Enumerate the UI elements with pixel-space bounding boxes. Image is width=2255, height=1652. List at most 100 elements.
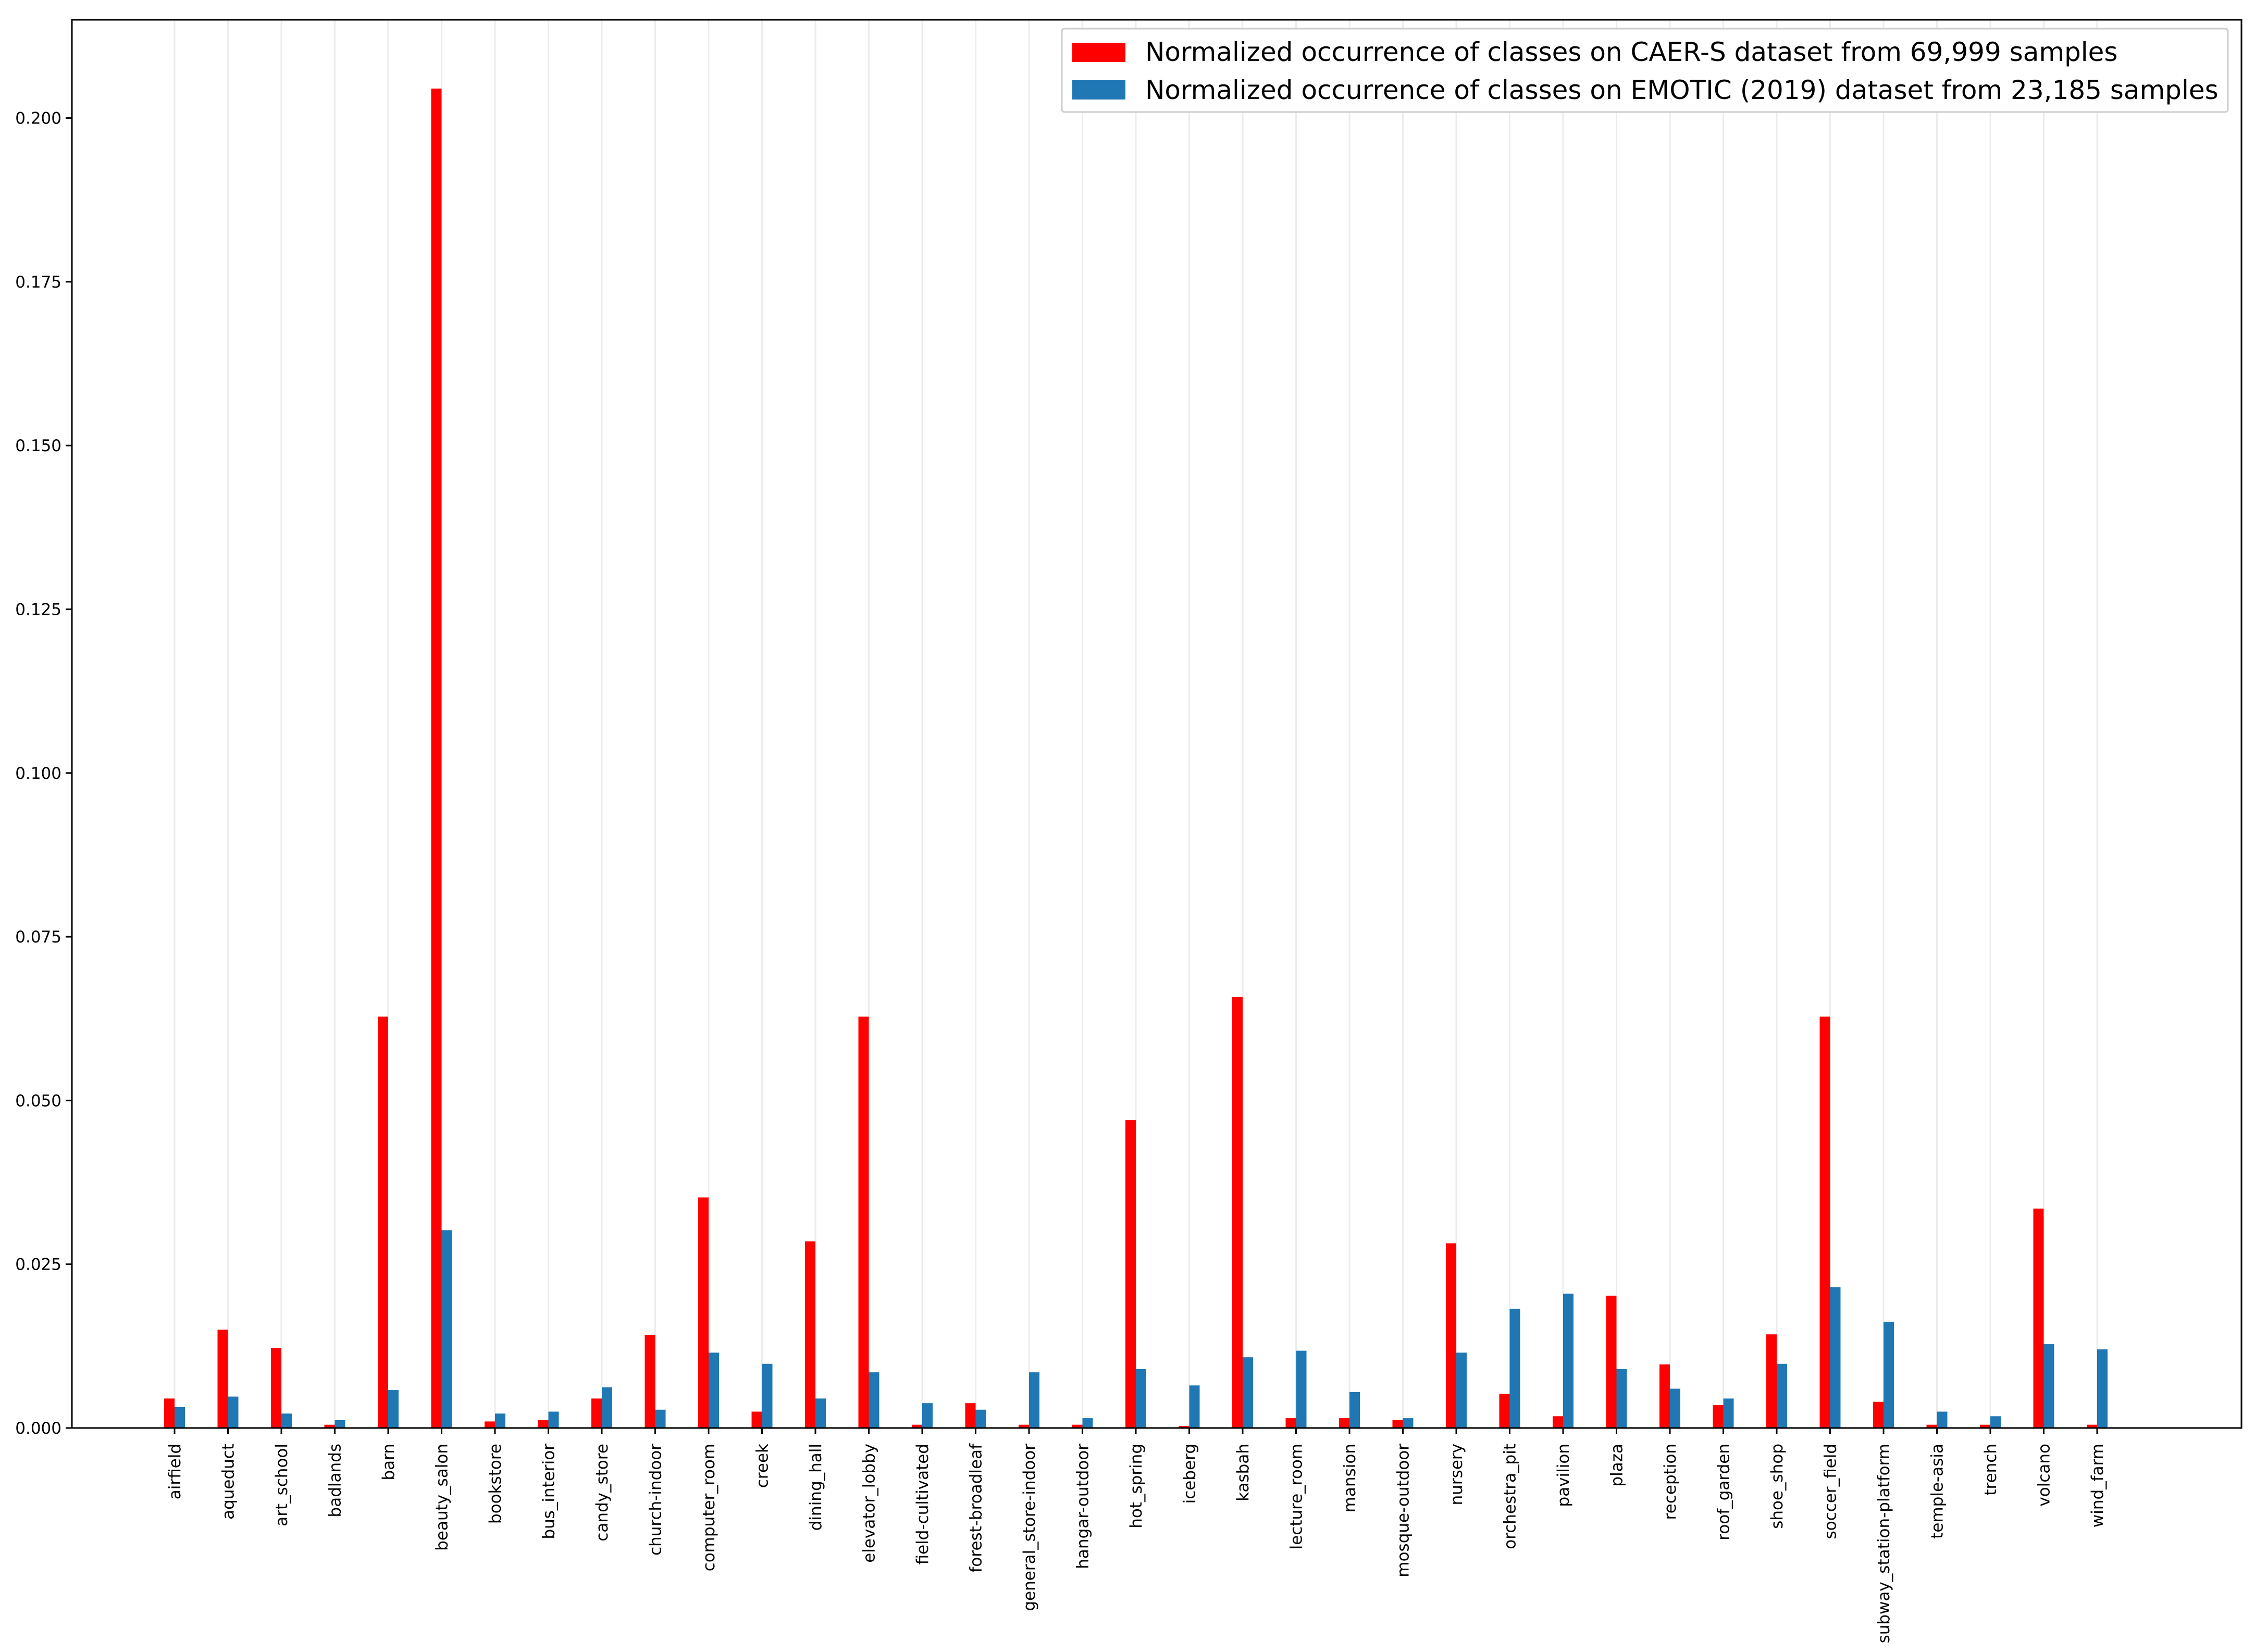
- y-tick-label: 0.125: [15, 600, 61, 619]
- x-tick-label: creek: [753, 1444, 772, 1488]
- x-tick-label: mansion: [1341, 1444, 1359, 1512]
- bar-emotic: [762, 1363, 773, 1428]
- bar-emotic: [175, 1407, 185, 1428]
- bar-caer-s: [1392, 1420, 1403, 1428]
- bar-emotic: [1723, 1398, 1734, 1428]
- bar-emotic: [1670, 1388, 1680, 1428]
- bar-caer-s: [2087, 1424, 2097, 1428]
- bar-caer-s: [1766, 1334, 1777, 1428]
- legend-swatch-emotic: [1072, 80, 1125, 100]
- x-tick-label: plaza: [1608, 1444, 1627, 1487]
- x-tick-label: elevator_lobby: [860, 1444, 879, 1563]
- y-axis-ticks: 0.000 0.025 0.050 0.075 0.100 0.125 0.150 0.175…: [15, 109, 72, 1438]
- legend-frame: [1061, 28, 2229, 113]
- bar-emotic: [815, 1398, 826, 1428]
- bar-caer-s: [645, 1335, 655, 1428]
- bar-emotic: [1777, 1363, 1787, 1428]
- x-tick-label: dining_hall: [807, 1444, 825, 1531]
- x-tick-label: wind_farm: [2088, 1444, 2107, 1527]
- bar-caer-s: [1926, 1424, 1937, 1428]
- x-tick-label: bus_interior: [540, 1444, 559, 1539]
- bar-emotic: [1990, 1416, 2001, 1428]
- x-tick-label: forest-broadleaf: [967, 1443, 986, 1573]
- x-tick-label: volcano: [2035, 1444, 2054, 1507]
- x-tick-label: aqueduct: [219, 1444, 238, 1520]
- bar-emotic: [1189, 1385, 1200, 1428]
- bar-emotic: [1082, 1418, 1093, 1428]
- x-tick-label: beauty_salon: [433, 1444, 452, 1551]
- x-tick-label: barn: [379, 1444, 398, 1481]
- x-tick-label: field-cultivated: [913, 1444, 932, 1564]
- bar-emotic: [1136, 1369, 1146, 1428]
- legend-label-caer-s: Normalized occurrence of classes on CAER…: [1145, 37, 2117, 67]
- bar-caer-s: [378, 1016, 388, 1428]
- y-tick-label: 0.050: [15, 1091, 61, 1110]
- y-tick-label: 0.200: [15, 109, 61, 128]
- bar-caer-s: [324, 1424, 335, 1428]
- x-tick-label: general_store-indoor: [1020, 1444, 1039, 1611]
- bar-caer-s: [591, 1398, 602, 1428]
- x-tick-label: trench: [1981, 1444, 2000, 1496]
- bar-emotic: [228, 1396, 239, 1428]
- bar-emotic: [655, 1409, 666, 1428]
- bar-caer-s: [217, 1330, 228, 1428]
- bar-caer-s: [805, 1241, 815, 1428]
- plot-frame: [71, 19, 2242, 1429]
- bar-caer-s: [485, 1421, 495, 1428]
- y-tick-label: 0.025: [15, 1256, 61, 1274]
- bar-emotic: [709, 1352, 719, 1428]
- bar-emotic: [1884, 1322, 1894, 1428]
- bar-caer-s: [1019, 1424, 1029, 1428]
- x-tick-label: shoe_shop: [1768, 1444, 1787, 1529]
- bar-caer-s: [858, 1016, 869, 1428]
- bar-caer-s: [1713, 1405, 1724, 1428]
- bar-caer-s: [1072, 1424, 1083, 1428]
- bar-emotic: [495, 1413, 505, 1428]
- x-tick-label: iceberg: [1181, 1444, 1199, 1504]
- bar-caer-s: [1339, 1418, 1349, 1428]
- x-tick-label: badlands: [326, 1444, 345, 1517]
- x-tick-label: candy_store: [593, 1444, 612, 1542]
- x-tick-label: reception: [1661, 1444, 1680, 1520]
- bar-caer-s: [1179, 1426, 1190, 1428]
- bar-caer-s: [1659, 1364, 1670, 1428]
- x-tick-label: subway_station-platform: [1875, 1444, 1893, 1643]
- bar-emotic: [1243, 1357, 1253, 1428]
- bar-caer-s: [1499, 1394, 1510, 1428]
- legend: Normalized occurrence of classes on CAER…: [1061, 28, 2229, 113]
- bar-caer-s: [1232, 997, 1243, 1428]
- x-tick-label: computer_room: [700, 1444, 718, 1571]
- x-tick-label: hot_spring: [1127, 1444, 1146, 1529]
- bar-caer-s: [538, 1420, 549, 1428]
- bar-emotic: [2043, 1344, 2054, 1428]
- y-tick-label: 0.100: [15, 764, 61, 783]
- bar-caer-s: [1606, 1296, 1617, 1428]
- x-tick-label: roof_garden: [1715, 1444, 1733, 1541]
- bar-emotic: [1830, 1287, 1841, 1428]
- bar-caer-s: [1553, 1416, 1563, 1428]
- bar-caer-s: [1980, 1424, 1990, 1428]
- bar-caer-s: [912, 1424, 922, 1428]
- bar-emotic: [869, 1372, 879, 1428]
- bar-emotic: [441, 1230, 452, 1428]
- bar-caer-s: [431, 89, 442, 1428]
- x-tick-label: mosque-outdoor: [1394, 1444, 1413, 1578]
- bar-emotic: [975, 1409, 986, 1428]
- bar-emotic: [922, 1403, 933, 1428]
- bar-emotic: [388, 1390, 399, 1428]
- x-axis-ticks: airfield aqueduct art_school badlands barn be…: [166, 1428, 2107, 1643]
- y-tick-label: 0.000: [15, 1419, 61, 1438]
- bar-emotic: [1937, 1411, 1948, 1428]
- legend-label-emotic: Normalized occurrence of classes on EMOT…: [1145, 75, 2219, 105]
- bar-emotic: [602, 1387, 612, 1428]
- x-tick-label: church-indoor: [647, 1444, 665, 1556]
- bar-caer-s: [2033, 1208, 2044, 1428]
- x-tick-label: pavilion: [1554, 1444, 1573, 1507]
- bar-emotic: [1349, 1392, 1360, 1428]
- bar-emotic: [1563, 1294, 1573, 1428]
- bar-caer-s: [1873, 1401, 1884, 1428]
- x-tick-label: hangar-outdoor: [1074, 1444, 1093, 1569]
- bar-caer-s: [1446, 1243, 1456, 1428]
- bar-emotic: [281, 1413, 292, 1428]
